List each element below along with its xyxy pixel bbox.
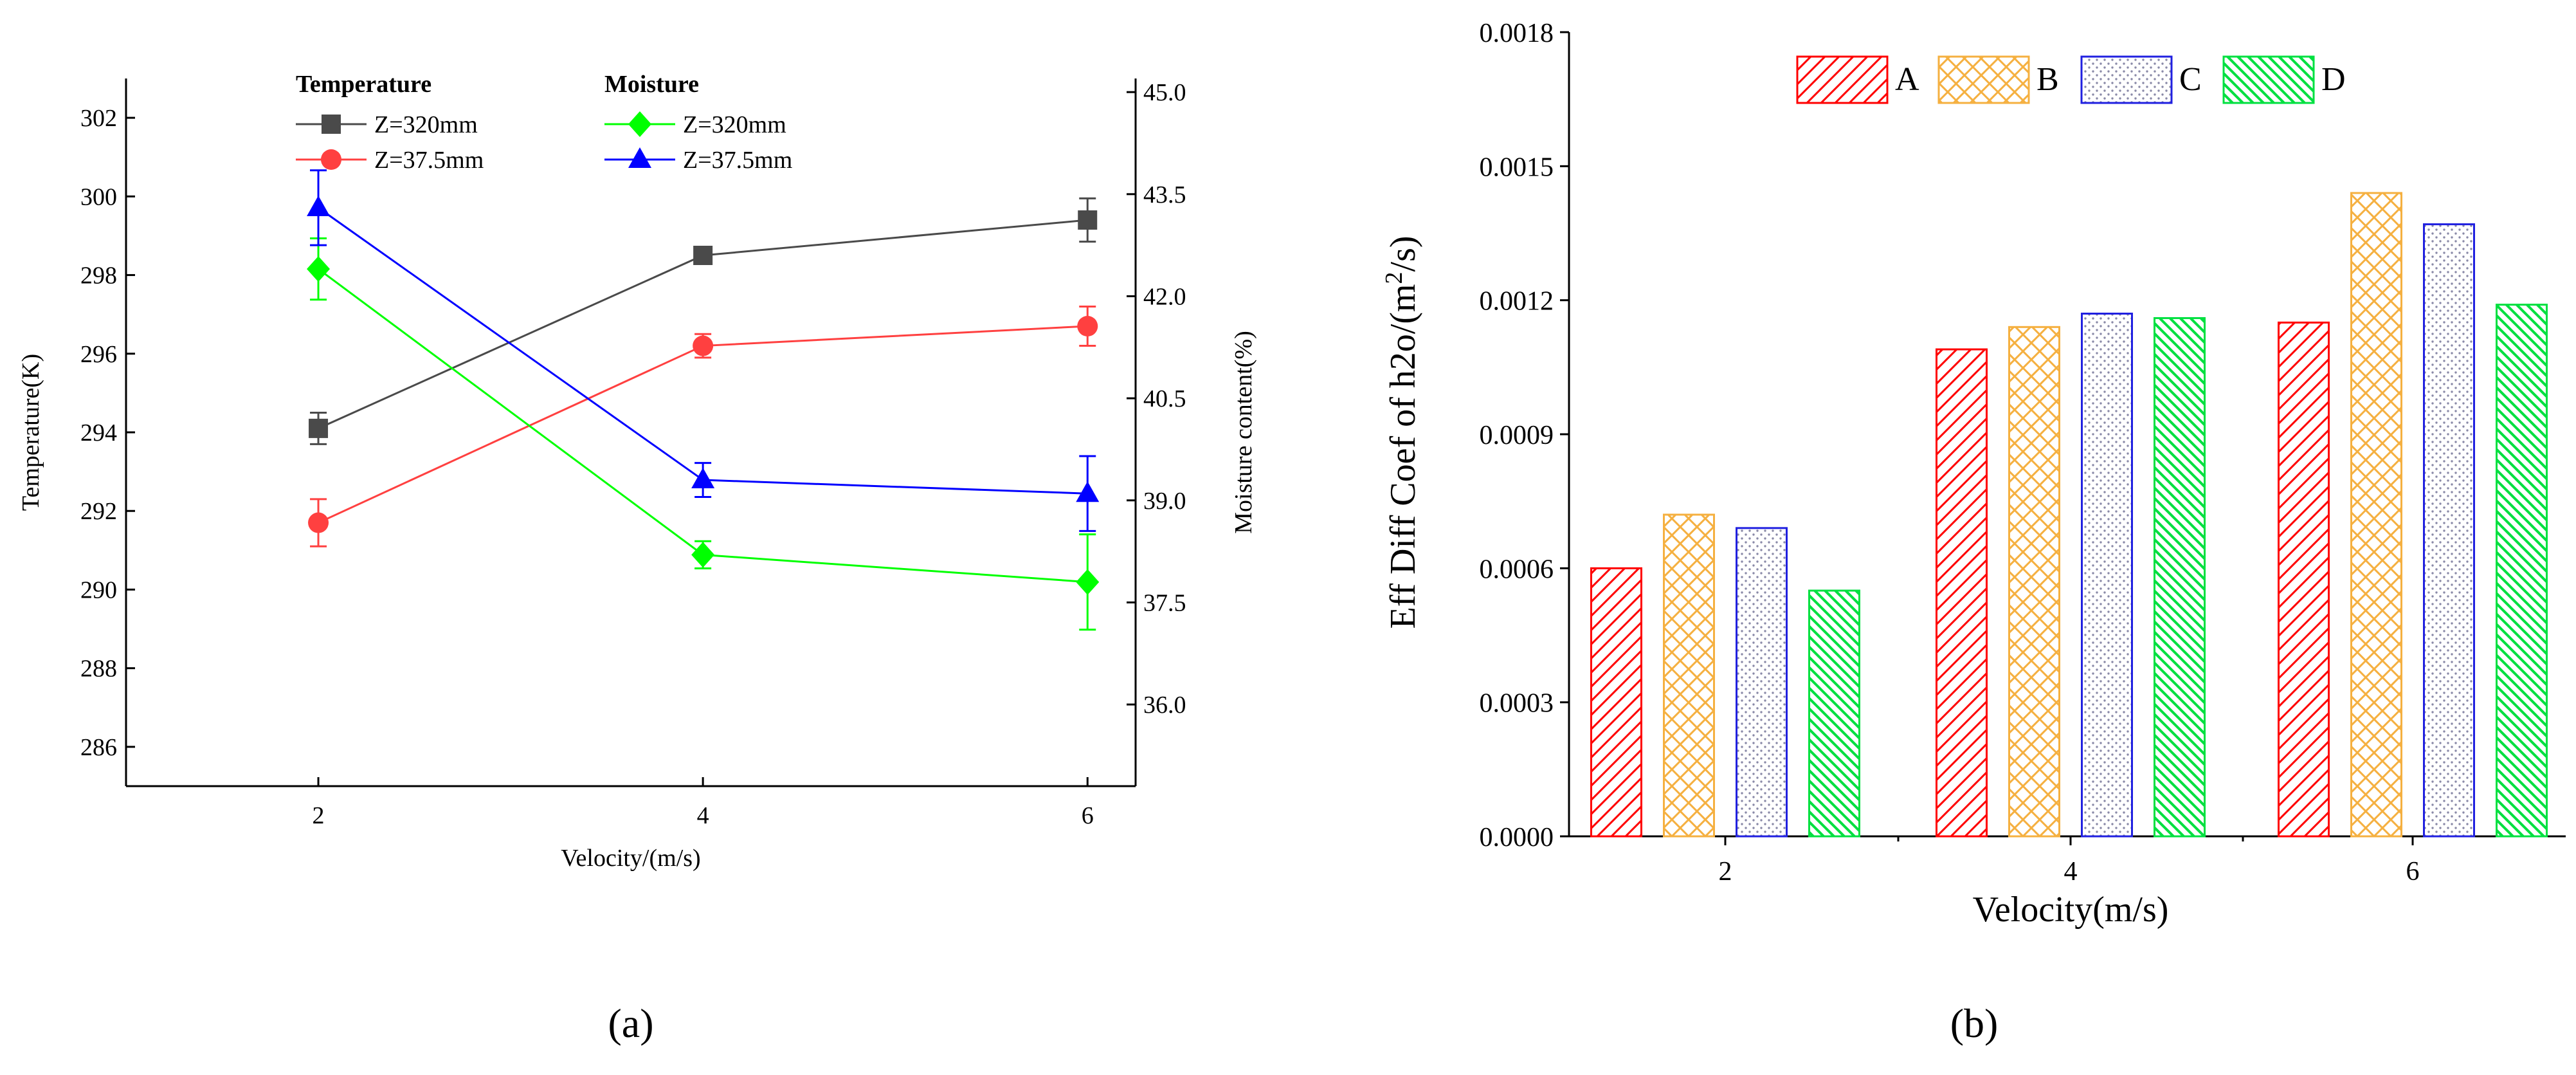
chart-b-y-ticks: 0.0000 0.0003 0.0006 0.0009 0.0012 0.0015 0.00… — [1480, 19, 1569, 852]
legend-label: B — [2036, 61, 2059, 98]
chart-a-y-label-right: Moisture content(%) — [1230, 331, 1257, 534]
bar-C — [2423, 223, 2475, 838]
chart-a: 286 288 290 292 294 296 298 300 302 36.0 37.5 39.0… — [17, 71, 1257, 1046]
bar-C — [2081, 313, 2133, 838]
x-tick-label: 4 — [2064, 857, 2078, 887]
y-tick-label-left: 288 — [80, 656, 117, 683]
y-tick-label-left: 292 — [80, 498, 117, 525]
legend-swatch-A — [1796, 55, 1889, 104]
legend-swatch-D — [2222, 55, 2315, 104]
y-tick-label: 0.0006 — [1480, 555, 1554, 584]
chart-b-y-label: Eff Diff Coef of h2o/(m2/s) — [1381, 235, 1423, 629]
y-tick-label: 0.0012 — [1480, 287, 1554, 317]
bar-B — [2008, 326, 2060, 838]
bar-A — [1590, 567, 1642, 838]
y-tick-label-left: 294 — [80, 419, 117, 446]
y-tick-label-left: 302 — [80, 105, 117, 132]
legend-swatch-C — [2080, 55, 2173, 104]
y-tick-label: 0.0009 — [1480, 421, 1554, 450]
bar-C — [1736, 527, 1788, 838]
data-point — [307, 256, 331, 282]
x-tick-label: 6 — [1082, 802, 1094, 829]
chart-a-panel-label: (a) — [608, 1000, 653, 1046]
data-point — [693, 335, 714, 356]
chart-a-x-ticks: 2 4 6 — [313, 777, 1094, 829]
chart-a-right-ticks: 36.0 37.5 39.0 40.5 42.0 43.5 45.0 — [1127, 79, 1186, 719]
y-tick-label-left: 290 — [80, 576, 117, 603]
y-tick-label: 0.0003 — [1480, 689, 1554, 719]
data-point — [1076, 569, 1100, 595]
legend-label: Z=37.5mm — [683, 147, 792, 174]
legend-marker — [321, 149, 341, 170]
y-tick-label-right: 40.5 — [1143, 385, 1186, 412]
data-point — [309, 418, 329, 438]
legend-swatch-B — [1937, 55, 2030, 104]
legend-marker — [322, 115, 341, 134]
y-tick-label-right: 42.0 — [1143, 283, 1186, 310]
data-point — [693, 246, 713, 265]
chart-a-y-label-left: Temperature(K) — [17, 354, 44, 511]
y-tick-label-right: 36.0 — [1143, 692, 1186, 719]
y-tick-label-right: 37.5 — [1143, 589, 1186, 616]
data-point — [691, 468, 715, 489]
y-tick-label-right: 45.0 — [1143, 79, 1186, 106]
y-tick-label-right: 39.0 — [1143, 488, 1186, 515]
x-tick-label: 6 — [2406, 857, 2420, 887]
y-tick-label-left: 296 — [80, 341, 117, 368]
legend-label: C — [2179, 61, 2202, 98]
x-tick-label: 2 — [313, 802, 325, 829]
y-tick-label: 0.0000 — [1480, 823, 1554, 852]
bar-B — [1663, 513, 1715, 838]
chart-b-bars — [1590, 192, 2548, 838]
bar-B — [2350, 192, 2402, 838]
data-point — [691, 542, 715, 568]
y-tick-label: 0.0018 — [1480, 19, 1554, 48]
bar-D — [2496, 304, 2548, 838]
chart-b-legend: A B C D — [1796, 55, 2346, 104]
chart-b-panel-label: (b) — [1950, 1000, 1999, 1046]
legend-group-moisture: Moisture — [604, 71, 699, 98]
y-tick-label-left: 286 — [80, 734, 117, 761]
x-tick-label: 4 — [697, 802, 709, 829]
series-line — [318, 268, 1088, 583]
data-point — [1077, 316, 1098, 336]
chart-a-legend: Temperature Moisture Z=320mm Z=37.5mm Z=32… — [296, 71, 792, 174]
y-tick-label-left: 300 — [80, 183, 117, 210]
legend-marker — [628, 111, 651, 137]
x-tick-label: 2 — [1719, 857, 1732, 887]
legend-label: Z=320mm — [374, 111, 478, 138]
legend-label: Z=320mm — [683, 111, 786, 138]
bar-D — [1808, 589, 1860, 838]
chart-a-left-ticks: 286 288 290 292 294 296 298 300 302 — [80, 105, 135, 761]
legend-group-temperature: Temperature — [296, 71, 431, 98]
data-point — [1076, 481, 1100, 502]
chart-a-x-label: Velocity/(m/s) — [561, 845, 700, 872]
bar-A — [1936, 348, 1988, 838]
legend-marker — [628, 147, 651, 168]
y-tick-label-left: 298 — [80, 262, 117, 289]
chart-b: 0.0000 0.0003 0.0006 0.0009 0.0012 0.0015 0.00… — [1381, 19, 2566, 1046]
chart-b-x-ticks: 2 4 6 — [1719, 836, 2420, 887]
legend-label: D — [2321, 61, 2346, 98]
data-point — [1078, 210, 1098, 230]
bar-D — [2154, 317, 2206, 838]
chart-a-series — [307, 169, 1100, 631]
legend-label: Z=37.5mm — [374, 147, 484, 174]
y-tick-label-right: 43.5 — [1143, 181, 1186, 208]
chart-b-x-label: Velocity(m/s) — [1973, 890, 2169, 930]
legend-label: A — [1895, 61, 1919, 98]
bar-A — [2278, 321, 2330, 838]
y-tick-label: 0.0015 — [1480, 152, 1554, 182]
data-point — [307, 195, 331, 216]
data-point — [308, 512, 329, 533]
